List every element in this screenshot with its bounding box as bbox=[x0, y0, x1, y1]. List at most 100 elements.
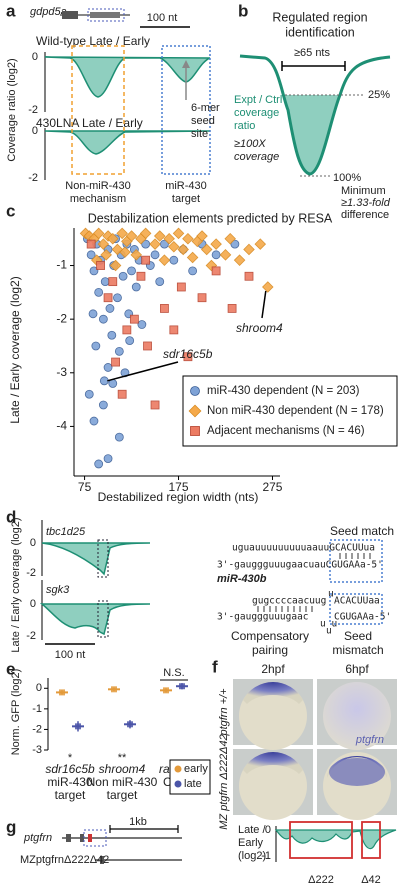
point bbox=[91, 341, 101, 351]
point bbox=[186, 251, 199, 264]
gene-name: tbc1d25 bbox=[46, 526, 86, 538]
significance: N.S. bbox=[163, 667, 184, 679]
point bbox=[211, 250, 221, 260]
point bbox=[129, 314, 139, 324]
y-label: Norm. GFP (log2) bbox=[10, 669, 22, 756]
scale-label: 100 nt bbox=[147, 12, 178, 24]
point bbox=[113, 293, 122, 303]
point bbox=[98, 400, 108, 410]
deletion-box bbox=[361, 821, 381, 859]
annotation: sdr16c5b bbox=[163, 347, 213, 361]
dot bbox=[127, 721, 133, 728]
legend-marker bbox=[188, 404, 202, 418]
point bbox=[127, 266, 136, 276]
x-tick-label: sdr16c5b bbox=[45, 762, 95, 776]
annotation: site bbox=[191, 128, 208, 140]
x-sublabel: Non miR-430 bbox=[87, 775, 158, 789]
panel-label: d bbox=[6, 507, 16, 526]
point bbox=[97, 238, 110, 250]
point bbox=[88, 309, 98, 319]
point bbox=[99, 376, 109, 386]
point bbox=[103, 454, 113, 463]
highlight-box bbox=[97, 600, 109, 638]
annotation: ≥1.33-fold bbox=[341, 197, 391, 209]
tick-label: 0 bbox=[30, 598, 36, 610]
y-tick-label: -3 bbox=[32, 744, 42, 756]
x-tick-label: 275 bbox=[262, 480, 282, 494]
point bbox=[119, 246, 131, 258]
point bbox=[94, 287, 104, 297]
annotation: coverage bbox=[234, 107, 279, 119]
deletion-box bbox=[289, 821, 353, 859]
tick-label: 0 bbox=[32, 125, 38, 137]
point bbox=[197, 293, 207, 303]
sequence: CGUGAAa-5' bbox=[334, 612, 391, 623]
chart-title: Destabilization elements predicted by RE… bbox=[88, 211, 333, 225]
coverage-track bbox=[39, 603, 151, 636]
point bbox=[122, 325, 132, 335]
point bbox=[94, 459, 104, 469]
y-label: Late / Early coverage (log2) bbox=[10, 517, 22, 652]
y-tick-label: -2 bbox=[56, 311, 67, 325]
highlight-box bbox=[329, 539, 383, 583]
scale-label: 1kb bbox=[129, 816, 147, 828]
annotation: Expt / Ctrl bbox=[234, 94, 282, 106]
y-label: Late / Early coverage (log2) bbox=[8, 276, 22, 423]
point bbox=[98, 314, 108, 324]
point bbox=[89, 266, 99, 276]
sequence: uguauuuuuuuuuaauuGCACUUua bbox=[232, 543, 375, 554]
scale-bar bbox=[109, 825, 179, 833]
dot bbox=[163, 687, 169, 694]
point bbox=[92, 227, 105, 240]
deletion-label: Δ42 bbox=[361, 874, 381, 886]
y-tick-label: -2 bbox=[32, 723, 42, 735]
annotation: mechanism bbox=[70, 193, 126, 205]
annotation: ≥65 nts bbox=[294, 47, 331, 59]
point bbox=[106, 232, 119, 245]
annotation: seed bbox=[191, 115, 215, 127]
coverage-track bbox=[44, 56, 211, 98]
dot bbox=[59, 689, 65, 696]
annotation: Minimum bbox=[341, 185, 386, 197]
point bbox=[230, 239, 240, 249]
point bbox=[130, 249, 143, 261]
point bbox=[111, 357, 120, 367]
tick-label: 0 bbox=[30, 537, 36, 549]
dot bbox=[75, 723, 81, 730]
gene-name: sgk3 bbox=[46, 584, 70, 596]
y-tick-label: -3 bbox=[56, 365, 67, 379]
annotation-line bbox=[107, 361, 179, 382]
sequence: ACACUUaa bbox=[334, 596, 380, 607]
panel-label: a bbox=[6, 1, 16, 20]
dot bbox=[111, 686, 117, 693]
annotation: Non-miR-430 bbox=[65, 180, 130, 192]
tick-label: -2 bbox=[26, 567, 36, 579]
y-tick-label: -1 bbox=[32, 703, 42, 715]
x-sublabel: target bbox=[55, 788, 86, 802]
coverage-track bbox=[274, 829, 397, 850]
point bbox=[243, 243, 255, 256]
tick-label: -2 bbox=[28, 172, 38, 184]
point bbox=[155, 277, 165, 287]
y-label: Coverage ratio (log2) bbox=[6, 58, 18, 161]
legend-label: Adjacent mechanisms (N = 46) bbox=[207, 425, 365, 437]
x-tick-label: 75 bbox=[78, 480, 92, 494]
annotation: 100% bbox=[333, 172, 361, 184]
annotation: Seed match bbox=[330, 524, 394, 538]
point bbox=[188, 266, 198, 276]
point bbox=[116, 227, 128, 240]
x-tick-label: 175 bbox=[169, 480, 189, 494]
mirna-name: miR-430b bbox=[217, 573, 267, 585]
column-label: 6hpf bbox=[345, 662, 369, 676]
tick-label: 0 bbox=[32, 51, 38, 63]
point bbox=[210, 238, 222, 250]
dot bbox=[179, 683, 185, 690]
point bbox=[103, 293, 113, 303]
point bbox=[200, 243, 213, 256]
point bbox=[262, 281, 274, 293]
point bbox=[158, 254, 171, 266]
scale-label: 100 nt bbox=[55, 649, 86, 661]
point bbox=[169, 325, 179, 335]
annotation: ≥100X bbox=[234, 138, 266, 150]
